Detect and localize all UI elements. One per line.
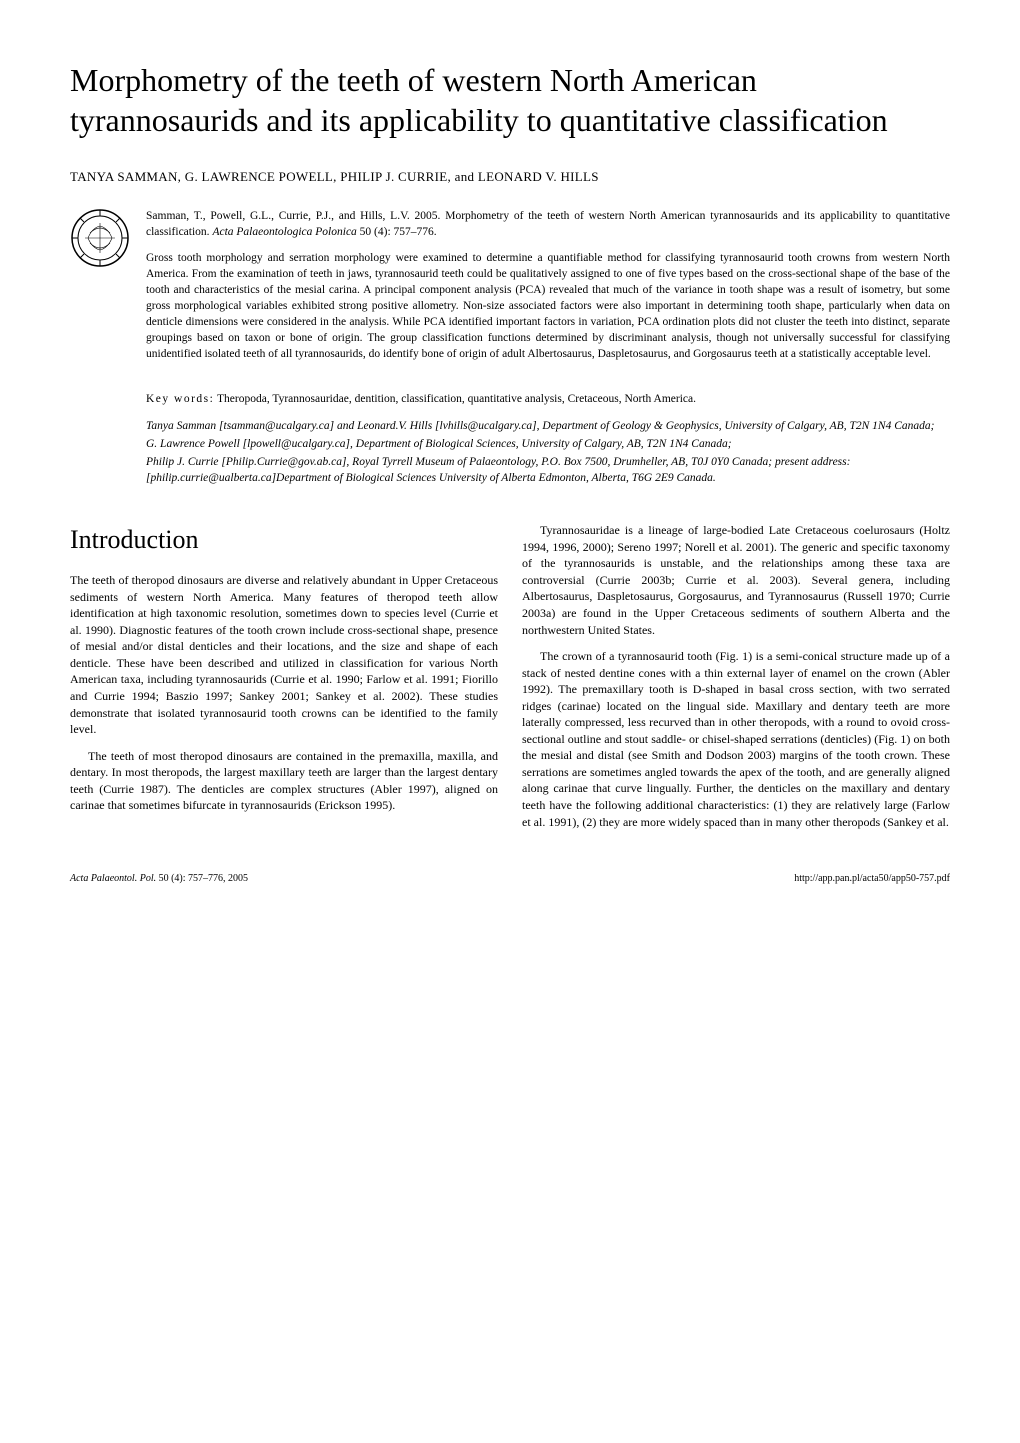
citation-line: Samman, T., Powell, G.L., Currie, P.J., … bbox=[146, 208, 950, 240]
footer-volume-pages: 50 (4): 757–776, 2005 bbox=[156, 873, 248, 884]
keywords-line: Key words: Theropoda, Tyrannosauridae, d… bbox=[146, 392, 950, 408]
author-list: TANYA SAMMAN, G. LAWRENCE POWELL, PHILIP… bbox=[70, 168, 950, 186]
keywords-label: Key words: bbox=[146, 393, 214, 405]
affiliations-block: Tanya Samman [tsamman@ucalgary.ca] and L… bbox=[146, 418, 950, 486]
article-title: Morphometry of the teeth of western Nort… bbox=[70, 60, 950, 140]
keywords-text: Theropoda, Tyrannosauridae, dentition, c… bbox=[214, 393, 696, 405]
body-columns: Introduction The teeth of theropod dinos… bbox=[70, 522, 950, 832]
body-paragraph: The teeth of theropod dinosaurs are dive… bbox=[70, 572, 498, 737]
body-paragraph: The teeth of most theropod dinosaurs are… bbox=[70, 748, 498, 814]
affiliation-line: G. Lawrence Powell [lpowell@ucalgary.ca]… bbox=[146, 436, 950, 452]
footer-journal-abbrev: Acta Palaeontol. Pol. bbox=[70, 873, 156, 884]
citation-suffix: 50 (4): 757–776. bbox=[357, 226, 437, 238]
abstract-content: Samman, T., Powell, G.L., Currie, P.J., … bbox=[146, 208, 950, 373]
abstract-block: Samman, T., Powell, G.L., Currie, P.J., … bbox=[70, 208, 950, 373]
affiliation-line: Tanya Samman [tsamman@ucalgary.ca] and L… bbox=[146, 418, 950, 434]
affiliation-line: Philip J. Currie [Philip.Currie@gov.ab.c… bbox=[146, 454, 950, 486]
page-footer: Acta Palaeontol. Pol. 50 (4): 757–776, 2… bbox=[70, 872, 950, 886]
journal-seal-icon bbox=[70, 208, 130, 268]
abstract-text: Gross tooth morphology and serration mor… bbox=[146, 250, 950, 363]
footer-url: http://app.pan.pl/acta50/app50-757.pdf bbox=[794, 872, 950, 886]
citation-journal: Acta Palaeontologica Polonica bbox=[212, 226, 356, 238]
body-paragraph: Tyrannosauridae is a lineage of large-bo… bbox=[522, 522, 950, 638]
footer-left: Acta Palaeontol. Pol. 50 (4): 757–776, 2… bbox=[70, 872, 248, 886]
body-paragraph: The crown of a tyrannosaurid tooth (Fig.… bbox=[522, 648, 950, 830]
section-heading-introduction: Introduction bbox=[70, 522, 498, 558]
